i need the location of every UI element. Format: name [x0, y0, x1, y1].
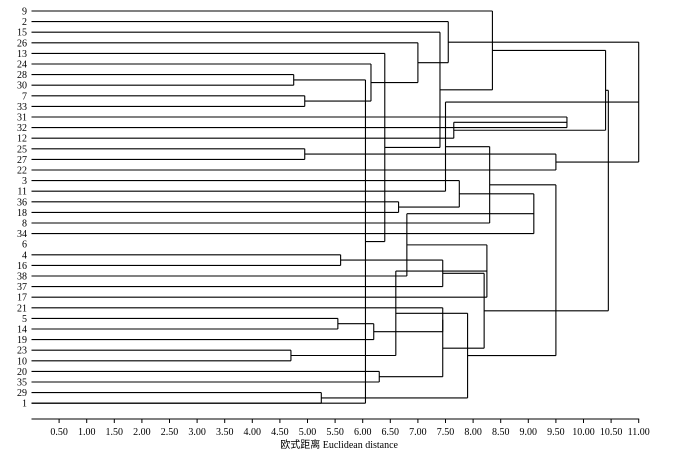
cluster-merge-34 [442, 272, 485, 349]
leaf-label-8: 8 [22, 219, 27, 230]
leaf-label-3: 3 [22, 176, 27, 187]
leaf-label-32: 32 [17, 123, 27, 134]
leaf-label-16: 16 [17, 261, 27, 272]
cluster-merge-7 [31, 31, 441, 149]
x-tick-label-7.50: 7.50 [437, 427, 455, 438]
cluster-merge-9 [31, 10, 493, 91]
leaf-label-12: 12 [17, 134, 27, 145]
cluster-merge-29 [31, 307, 444, 333]
leaf-label-26: 26 [17, 38, 27, 49]
cluster-merge-26 [31, 349, 292, 362]
cluster-merge-23 [31, 259, 444, 288]
x-tick-label-1.00: 1.00 [78, 427, 96, 438]
leaf-label-9: 9 [22, 7, 27, 18]
cluster-merge-11 [31, 148, 306, 160]
x-tick-label-0.50: 0.50 [50, 427, 68, 438]
x-tick-label-5.00: 5.00 [299, 427, 317, 438]
cluster-merge-18 [31, 180, 460, 208]
x-tick-label-10.00: 10.00 [572, 427, 595, 438]
cluster-merge-36 [484, 89, 609, 312]
leaf-label-22: 22 [17, 166, 27, 177]
x-tick-label-2.00: 2.00 [133, 427, 151, 438]
leaf-label-36: 36 [17, 197, 27, 208]
dendrogram-branches [31, 10, 640, 404]
leaf-label-29: 29 [17, 388, 27, 399]
leaf-label-13: 13 [17, 49, 27, 60]
x-tick-label-2.50: 2.50 [161, 427, 179, 438]
cluster-merge-25 [31, 317, 339, 330]
x-axis: 0.50 1.00 1.50 2.00 2.50 3.00 3.50 4.00 4.50 5.00… [31, 418, 650, 451]
leaf-label-4: 4 [22, 250, 27, 261]
leaf-label-5: 5 [22, 314, 27, 325]
x-tick-label-9.50: 9.50 [547, 427, 565, 438]
cluster-merge-6 [31, 42, 419, 84]
leaf-label-25: 25 [17, 144, 27, 155]
leaf-label-35: 35 [17, 378, 27, 389]
leaf-label-19: 19 [17, 335, 27, 346]
x-tick-label-1.50: 1.50 [106, 427, 124, 438]
leaf-label-15: 15 [17, 28, 27, 39]
x-tick-label-11.00: 11.00 [628, 427, 650, 438]
x-tick-label-3.00: 3.00 [188, 427, 206, 438]
leaf-label-2: 2 [22, 17, 27, 28]
x-tick-label-4.50: 4.50 [271, 427, 289, 438]
leaf-label-23: 23 [17, 346, 27, 357]
cluster-merge-3 [31, 79, 367, 404]
leaf-label-18: 18 [17, 208, 27, 219]
cluster-merge-16 [31, 201, 400, 213]
cluster-merge-35 [467, 184, 557, 357]
leaf-label-7: 7 [22, 91, 27, 102]
x-tick-label-5.50: 5.50 [326, 427, 344, 438]
x-tick-label-6.50: 6.50 [382, 427, 400, 438]
leaf-label-31: 31 [17, 113, 27, 124]
x-tick-label-8.50: 8.50 [492, 427, 510, 438]
cluster-merge-17 [31, 101, 639, 192]
cluster-merge-27 [31, 323, 375, 341]
leaf-label-30: 30 [17, 81, 27, 92]
leaf-label-10: 10 [17, 356, 27, 367]
x-tick-label-7.00: 7.00 [409, 427, 427, 438]
cluster-merge-31 [31, 392, 322, 404]
leaf-label-6: 6 [22, 240, 27, 251]
x-tick-label-10.50: 10.50 [600, 427, 623, 438]
cluster-merge-19 [31, 146, 491, 224]
cluster-merge-2 [31, 95, 306, 107]
cluster-merge-21 [31, 254, 342, 266]
leaf-label-38: 38 [17, 272, 27, 283]
leaf-label-33: 33 [17, 102, 27, 113]
leaf-label-11: 11 [17, 187, 27, 198]
leaf-labels: 9215261324283073331321225272231136188346… [17, 7, 27, 410]
leaf-label-37: 37 [17, 282, 27, 293]
cluster-merge-32 [379, 319, 444, 378]
leaf-label-14: 14 [17, 325, 27, 336]
leaf-label-17: 17 [17, 293, 27, 304]
x-tick-label-6.00: 6.00 [354, 427, 372, 438]
cluster-merge-5 [31, 52, 386, 243]
x-tick-label-4.00: 4.00 [244, 427, 262, 438]
cluster-merge-13 [31, 153, 557, 171]
cluster-merge-30 [31, 370, 380, 383]
x-axis-title: 欧式距离 Euclidean distance [280, 438, 398, 451]
leaf-label-21: 21 [17, 303, 27, 314]
leaf-label-28: 28 [17, 70, 27, 81]
x-tick-label-3.50: 3.50 [216, 427, 234, 438]
leaf-label-27: 27 [17, 155, 27, 166]
leaf-label-20: 20 [17, 367, 27, 378]
cluster-merge-8 [31, 21, 449, 64]
leaf-label-1: 1 [22, 399, 27, 410]
x-tick-label-8.00: 8.00 [464, 427, 482, 438]
leaf-label-24: 24 [17, 60, 27, 71]
x-axis-ticks: 0.50 1.00 1.50 2.00 2.50 3.00 3.50 4.00 4.50 5.00… [50, 419, 650, 438]
x-tick-label-9.00: 9.00 [520, 427, 538, 438]
leaf-label-34: 34 [17, 229, 27, 240]
cluster-merge-1 [31, 74, 295, 86]
